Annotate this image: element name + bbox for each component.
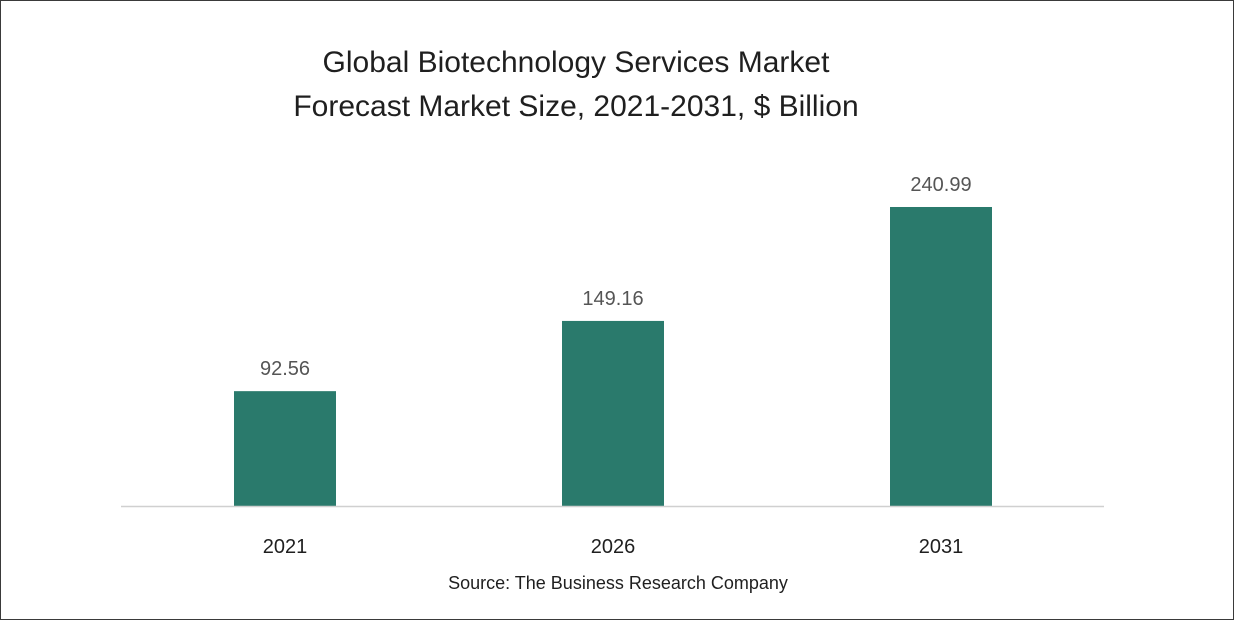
x-tick-label-2031: 2031 bbox=[919, 536, 964, 558]
chart-title: Global Biotechnology Services Market For… bbox=[1, 41, 1151, 129]
bar-2026 bbox=[562, 320, 664, 506]
chart-title-line-1: Global Biotechnology Services Market bbox=[322, 46, 830, 79]
data-label-2031: 240.99 bbox=[910, 174, 971, 196]
source-note: Source: The Business Research Company bbox=[448, 573, 788, 593]
data-label-2026: 149.16 bbox=[582, 288, 643, 310]
x-tick-label-2021: 2021 bbox=[263, 536, 308, 558]
chart-title-line-2: Forecast Market Size, 2021-2031, $ Billi… bbox=[293, 90, 859, 123]
x-tick-label-2026: 2026 bbox=[591, 536, 636, 558]
bar-2031 bbox=[890, 206, 992, 506]
data-label-2021: 92.56 bbox=[260, 358, 310, 380]
bar-2021 bbox=[234, 391, 336, 506]
